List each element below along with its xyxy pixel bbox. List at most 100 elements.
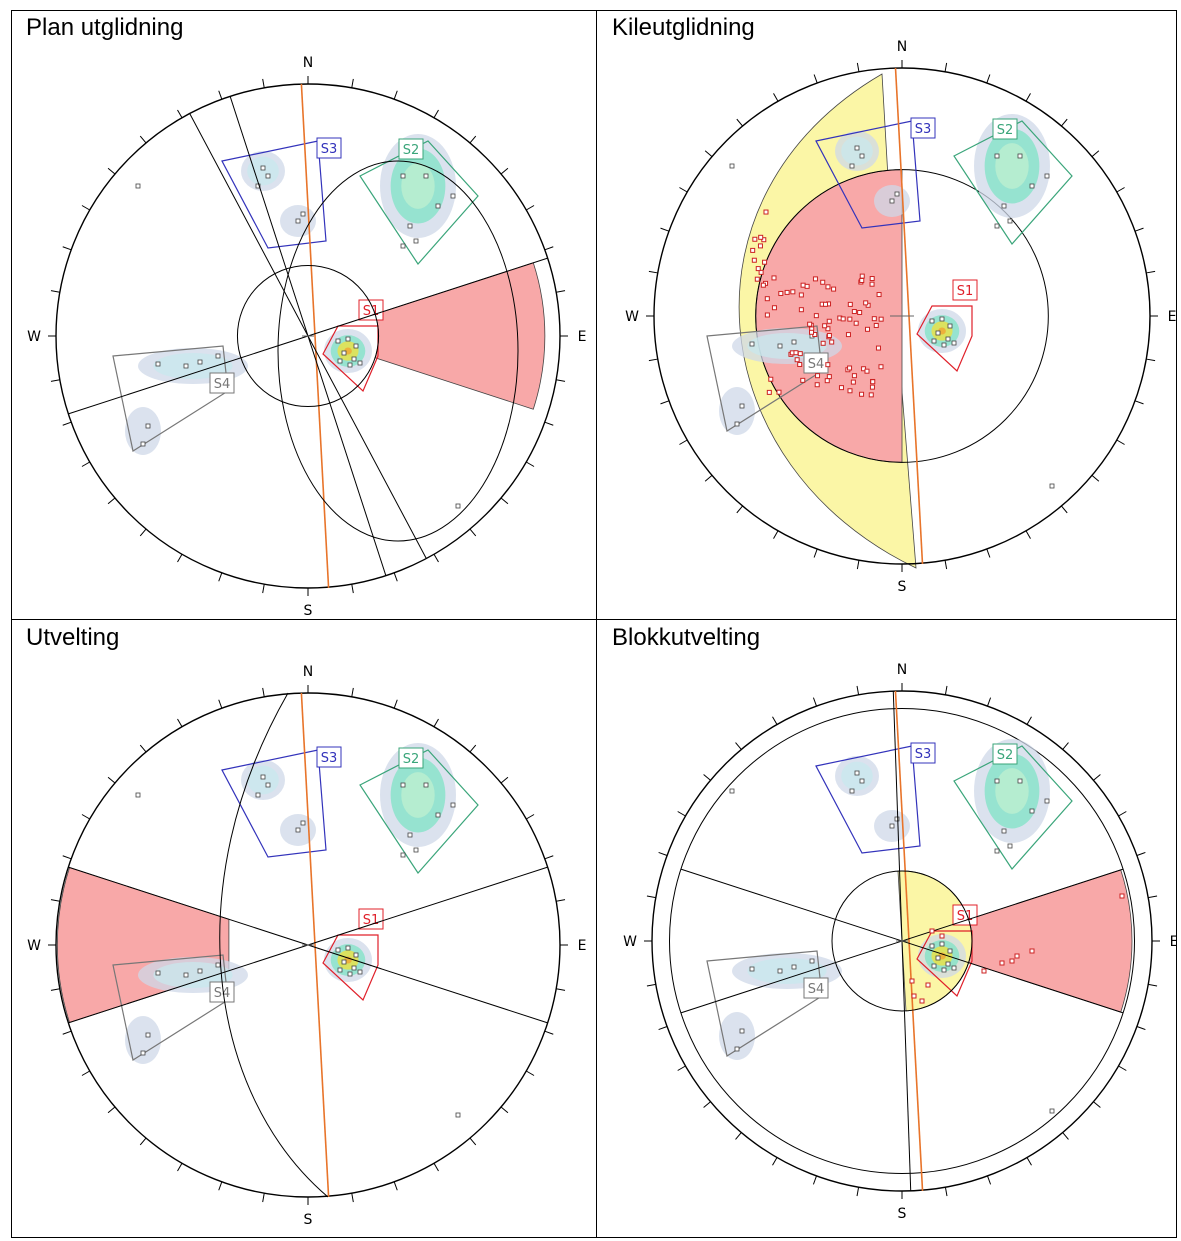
- pole-point: [994, 848, 1000, 854]
- panel-block-toppling: Blokkutvelting N E S W S3 S2 S1 S4: [598, 621, 1176, 1237]
- critical-pole-marker: [820, 279, 826, 285]
- azimuth-tick: [1026, 1157, 1032, 1166]
- critical-pole-marker: [820, 340, 826, 346]
- pole-point: [734, 1046, 740, 1052]
- pole-point: [341, 959, 347, 965]
- critical-pole-marker: [824, 378, 830, 384]
- pole-point: [351, 965, 357, 971]
- critical-pole-marker: [981, 968, 987, 974]
- density-contour-s2: [401, 772, 435, 818]
- set-label-s3: S3: [915, 747, 932, 762]
- pole-point: [215, 962, 221, 968]
- pole-point: [859, 153, 865, 159]
- pole-point: [951, 965, 957, 971]
- pole-point: [994, 153, 1000, 159]
- pole-point: [135, 183, 141, 189]
- set-label-s1: S1: [957, 284, 974, 299]
- pole-point: [734, 421, 740, 427]
- critical-pole-marker: [751, 257, 757, 263]
- critical-pole-marker: [757, 243, 763, 249]
- azimuth-tick: [1091, 150, 1100, 157]
- density-contour-s3: [247, 156, 279, 186]
- density-contour-s3: [841, 761, 873, 791]
- critical-pole-marker: [762, 259, 768, 265]
- pole-point: [1029, 808, 1035, 814]
- azimuth-tick: [351, 1193, 354, 1203]
- pole-point: [450, 802, 456, 808]
- pole-point: [935, 330, 941, 336]
- set-label-box: [398, 138, 424, 160]
- critical-pole-marker: [815, 373, 821, 379]
- azimuth-tick: [433, 1162, 439, 1172]
- set-label-box: [358, 908, 384, 930]
- critical-pole-marker: [845, 332, 851, 338]
- pole-point: [435, 812, 441, 818]
- azimuth-tick: [773, 530, 779, 539]
- critical-pole-marker: [754, 276, 760, 282]
- critical-pole-marker: [847, 301, 853, 307]
- azimuth-tick: [646, 895, 656, 899]
- azimuth-tick: [469, 135, 477, 144]
- azimuth-tick: [1118, 1065, 1127, 1071]
- azimuth-tick: [986, 548, 991, 558]
- azimuth-tick: [81, 461, 91, 467]
- pole-point: [140, 1050, 146, 1056]
- stereonet: N E S W S3 S2 S1 S4: [625, 39, 1176, 595]
- pole-point: [353, 343, 359, 349]
- critical-pole-marker: [766, 389, 772, 395]
- azimuth-tick: [1093, 774, 1101, 781]
- grid-divider-vertical: [596, 11, 597, 1237]
- critical-pole-marker: [869, 384, 875, 390]
- azimuth-tick: [469, 1137, 477, 1146]
- azimuth-tick: [1116, 439, 1125, 445]
- pole-point: [155, 970, 161, 976]
- compass-label-n: N: [897, 662, 907, 678]
- critical-pole-marker: [871, 316, 877, 322]
- azimuth-tick: [262, 687, 265, 697]
- azimuth-tick: [986, 74, 991, 84]
- azimuth-tick: [525, 1070, 535, 1076]
- critical-pole-marker: [857, 309, 863, 315]
- azimuth-tick: [646, 983, 656, 987]
- azimuth-tick: [1146, 358, 1156, 362]
- critical-pole-marker: [870, 379, 876, 385]
- pole-point: [729, 788, 735, 794]
- pole-point: [413, 238, 419, 244]
- azimuth-tick: [177, 1162, 183, 1172]
- pole-point: [1007, 843, 1013, 849]
- compass-label-s: S: [304, 1212, 313, 1228]
- azimuth-tick: [433, 109, 439, 119]
- set-window-s1: [916, 305, 973, 373]
- pole-point: [1007, 218, 1013, 224]
- azimuth-tick: [544, 246, 554, 251]
- compass-label-w: W: [623, 934, 637, 950]
- pole-point: [345, 336, 351, 342]
- grid-divider-horizontal: [12, 619, 1176, 620]
- pole-point: [335, 947, 341, 953]
- critical-pole-marker: [755, 266, 761, 272]
- azimuth-tick: [50, 899, 60, 902]
- pole-point: [347, 971, 353, 977]
- azimuth-tick: [50, 290, 60, 293]
- set-label-s2: S2: [997, 123, 1014, 138]
- azimuth-tick: [50, 379, 60, 382]
- pole-point: [435, 203, 441, 209]
- pole-point: [300, 820, 306, 826]
- azimuth-tick: [944, 1187, 948, 1197]
- azimuth-tick: [703, 774, 711, 781]
- pole-point: [300, 211, 306, 217]
- panel-title: Plan utglidning: [26, 14, 184, 41]
- azimuth-tick: [1025, 530, 1031, 539]
- pole-point: [1001, 203, 1007, 209]
- azimuth-tick: [703, 1101, 711, 1108]
- azimuth-tick: [218, 90, 223, 100]
- critical-pole-marker: [868, 392, 874, 398]
- pole-point: [183, 363, 189, 369]
- azimuth-tick: [544, 1030, 554, 1035]
- azimuth-tick: [81, 1070, 91, 1076]
- azimuth-tick: [856, 1187, 860, 1197]
- pole-point: [894, 191, 900, 197]
- pole-point: [889, 823, 895, 829]
- azimuth-tick: [62, 421, 72, 426]
- slip-limit-plane: [219, 692, 329, 1198]
